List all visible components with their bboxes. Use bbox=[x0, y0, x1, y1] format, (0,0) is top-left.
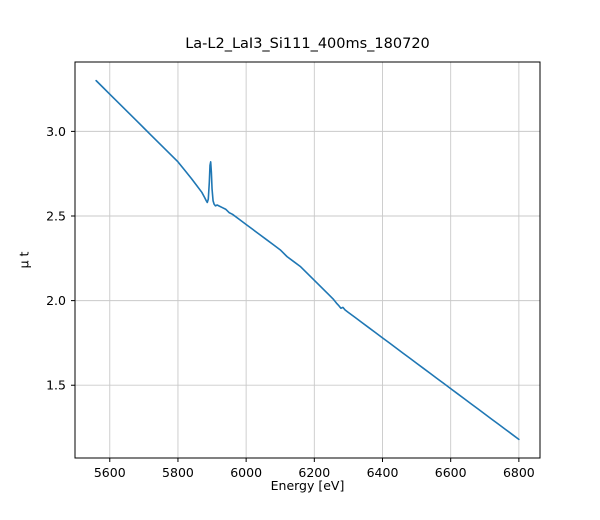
x-axis-label: Energy [eV] bbox=[270, 478, 345, 493]
x-tick-label: 6000 bbox=[230, 465, 262, 480]
y-axis-label: μ t bbox=[16, 251, 32, 269]
x-tick-label: 6800 bbox=[503, 465, 535, 480]
x-tick-label: 5600 bbox=[94, 465, 126, 480]
y-tick-label: 3.0 bbox=[46, 124, 66, 139]
chart-title: La-L2_LaI3_Si111_400ms_180720 bbox=[185, 36, 430, 52]
y-tick-label: 1.5 bbox=[46, 378, 66, 393]
axes-spines bbox=[74, 61, 541, 459]
data-line bbox=[95, 79, 520, 441]
x-tick-label: 6600 bbox=[435, 465, 467, 480]
y-tick-label: 2.0 bbox=[46, 293, 66, 308]
x-tick-label: 6400 bbox=[367, 465, 399, 480]
x-tick-label: 6200 bbox=[298, 465, 330, 480]
x-tick-label: 5800 bbox=[162, 465, 194, 480]
y-tick-label: 2.5 bbox=[46, 209, 66, 224]
